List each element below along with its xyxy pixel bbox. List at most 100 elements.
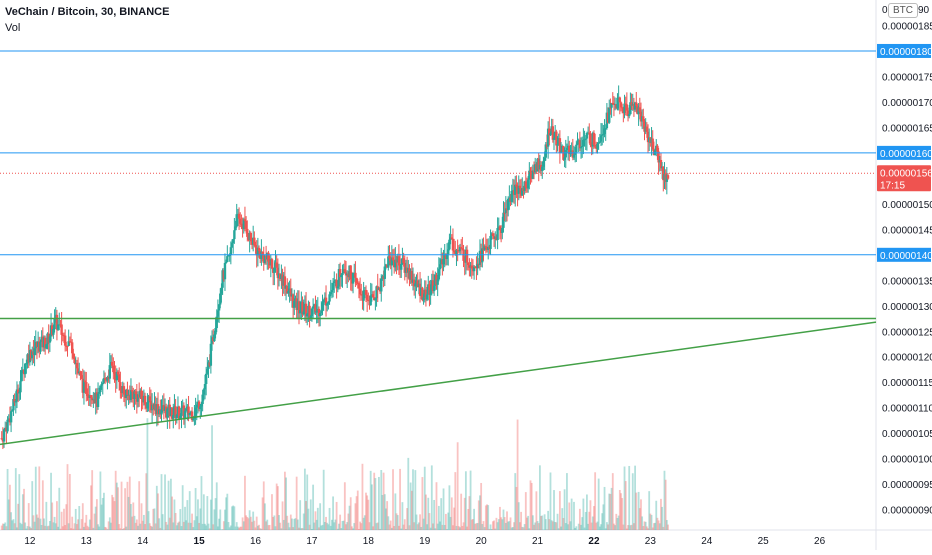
volume-bar bbox=[269, 525, 271, 530]
candle-body bbox=[575, 145, 577, 153]
x-tick-label: 26 bbox=[814, 536, 826, 547]
symbol-name: VeChain / Bitcoin, 30, BINANCE bbox=[5, 6, 169, 18]
candle-body bbox=[10, 411, 12, 422]
volume-bar bbox=[78, 506, 80, 530]
volume-bar bbox=[541, 516, 543, 530]
volume-bar bbox=[374, 478, 376, 530]
volume-bar bbox=[67, 464, 69, 530]
volume-bar bbox=[124, 488, 126, 530]
volume-bar bbox=[454, 472, 456, 530]
x-tick-label: 14 bbox=[137, 536, 149, 547]
candle-body bbox=[233, 230, 235, 239]
y-tick-label: 0.00000120 bbox=[882, 353, 932, 364]
volume-bar bbox=[317, 508, 319, 530]
candle-body bbox=[39, 342, 41, 352]
volume-bar bbox=[433, 500, 435, 530]
y-tick-label: 0.00000165 bbox=[882, 123, 932, 134]
candle-body bbox=[226, 256, 228, 262]
candle-body bbox=[224, 263, 226, 279]
x-tick-label: 21 bbox=[532, 536, 544, 547]
volume-bar bbox=[598, 479, 600, 530]
volume-bar bbox=[371, 484, 373, 530]
volume-bar bbox=[480, 483, 482, 530]
candle-body bbox=[271, 259, 273, 268]
volume-bar bbox=[545, 519, 547, 530]
volume-label: Vol bbox=[5, 20, 169, 36]
volume-bar bbox=[103, 493, 105, 530]
candle-body bbox=[341, 273, 343, 275]
y-tick-label: 0.00000130 bbox=[882, 302, 932, 313]
candle-body bbox=[667, 175, 669, 179]
volume-bar bbox=[121, 482, 123, 530]
candle-body bbox=[230, 247, 232, 255]
volume-bar bbox=[429, 513, 431, 530]
y-tick-label: 0.00000175 bbox=[882, 72, 932, 83]
volume-bar bbox=[667, 525, 669, 530]
volume-bar bbox=[82, 503, 84, 530]
volume-bar bbox=[487, 505, 489, 530]
volume-bar bbox=[28, 503, 30, 530]
y-tick-label: 0.00000105 bbox=[882, 429, 932, 440]
countdown-label: 17:15 bbox=[880, 180, 905, 191]
volume-bar bbox=[573, 502, 575, 530]
horizontal-line-label: 0.00000140 bbox=[880, 251, 932, 262]
volume-bar bbox=[431, 465, 433, 530]
volume-bar bbox=[493, 520, 495, 530]
symbol-title[interactable]: VeChain / Bitcoin, 30, BINANCE bbox=[5, 4, 169, 20]
volume-bar bbox=[18, 474, 20, 530]
volume-bar bbox=[233, 506, 235, 530]
x-tick-label: 17 bbox=[306, 536, 318, 547]
y-tick-label: 90 bbox=[918, 5, 930, 16]
volume-bar bbox=[625, 481, 627, 530]
currency-tag[interactable]: BTC bbox=[888, 3, 918, 18]
volume-bar bbox=[344, 482, 346, 530]
volume-bar bbox=[451, 497, 453, 530]
volume-bar bbox=[460, 494, 462, 530]
volume-bar bbox=[527, 516, 529, 530]
volume-bar bbox=[604, 487, 606, 530]
x-tick-label: 20 bbox=[476, 536, 488, 547]
volume-bar bbox=[566, 473, 568, 530]
volume-bar bbox=[465, 471, 467, 530]
volume-bar bbox=[378, 477, 380, 530]
x-tick-label: 16 bbox=[250, 536, 262, 547]
chart-legend: VeChain / Bitcoin, 30, BINANCE Vol bbox=[5, 4, 169, 36]
candles bbox=[0, 85, 669, 449]
volume-bar bbox=[336, 502, 338, 530]
volume-bar bbox=[571, 499, 573, 530]
volume-bar bbox=[443, 488, 445, 530]
volume-bar bbox=[323, 470, 325, 530]
x-tick-label: 15 bbox=[194, 536, 206, 547]
volume-bar bbox=[339, 515, 341, 530]
volume-bar bbox=[201, 476, 203, 530]
volume-bar bbox=[357, 491, 359, 530]
volume-bar bbox=[216, 482, 218, 530]
horizontal-line-label: 0.00000160 bbox=[880, 149, 932, 160]
x-tick-label: 23 bbox=[645, 536, 657, 547]
volume-bar bbox=[436, 482, 438, 530]
y-tick-label: 0.00000090 bbox=[882, 506, 932, 517]
volume-bar bbox=[138, 481, 140, 530]
candle-body bbox=[354, 273, 356, 278]
volume-bar bbox=[45, 502, 47, 530]
x-tick-label: 19 bbox=[419, 536, 431, 547]
volume-bar bbox=[56, 501, 58, 530]
volume-bars bbox=[1, 418, 669, 530]
volume-bar bbox=[392, 469, 394, 530]
candle-body bbox=[19, 381, 21, 392]
x-tick-label: 13 bbox=[81, 536, 93, 547]
volume-bar bbox=[559, 491, 561, 530]
volume-bar bbox=[594, 472, 596, 530]
volume-bar bbox=[445, 514, 447, 530]
x-tick-label: 12 bbox=[24, 536, 36, 547]
volume-bar bbox=[635, 493, 637, 530]
volume-bar bbox=[404, 519, 406, 530]
volume-bar bbox=[310, 499, 312, 530]
volume-bar bbox=[164, 474, 166, 530]
candle-body bbox=[205, 374, 207, 384]
x-tick-label: 24 bbox=[701, 536, 713, 547]
y-tick-label: 0.00000170 bbox=[882, 98, 932, 109]
volume-bar bbox=[632, 473, 634, 530]
